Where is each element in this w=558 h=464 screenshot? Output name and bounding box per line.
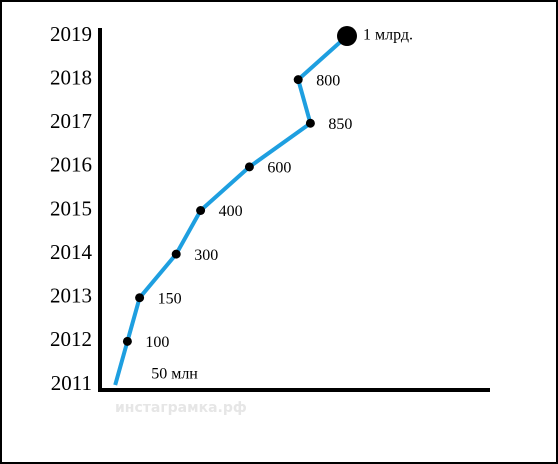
point [196, 206, 206, 215]
point [244, 162, 254, 172]
point [122, 336, 132, 346]
data-label: 850 [328, 116, 352, 133]
data-label: 150 [158, 290, 182, 307]
point [305, 118, 315, 128]
point [135, 293, 145, 303]
y-tick-label: 2017 [50, 109, 92, 133]
data-label: 100 [145, 334, 169, 351]
y-tick-label: 2018 [50, 65, 92, 89]
data-label: 300 [194, 247, 218, 264]
data-label: 50 млн [151, 366, 198, 383]
data-label: 600 [267, 160, 291, 177]
point [337, 26, 357, 46]
watermark: инстаграмка.рф [115, 400, 247, 416]
point [293, 75, 303, 85]
y-tick-label: 2015 [50, 196, 92, 220]
data-label: 800 [316, 72, 340, 89]
y-tick-label: 2011 [51, 371, 92, 395]
point [171, 249, 181, 259]
y-tick-label: 2014 [50, 240, 93, 264]
data-label: 1 млрд. [363, 27, 413, 44]
y-tick-label: 2012 [50, 327, 92, 351]
y-tick-label: 2013 [50, 284, 92, 308]
y-tick-label: 2019 [50, 22, 92, 46]
data-label: 400 [219, 203, 243, 220]
y-tick-label: 2016 [50, 153, 92, 177]
